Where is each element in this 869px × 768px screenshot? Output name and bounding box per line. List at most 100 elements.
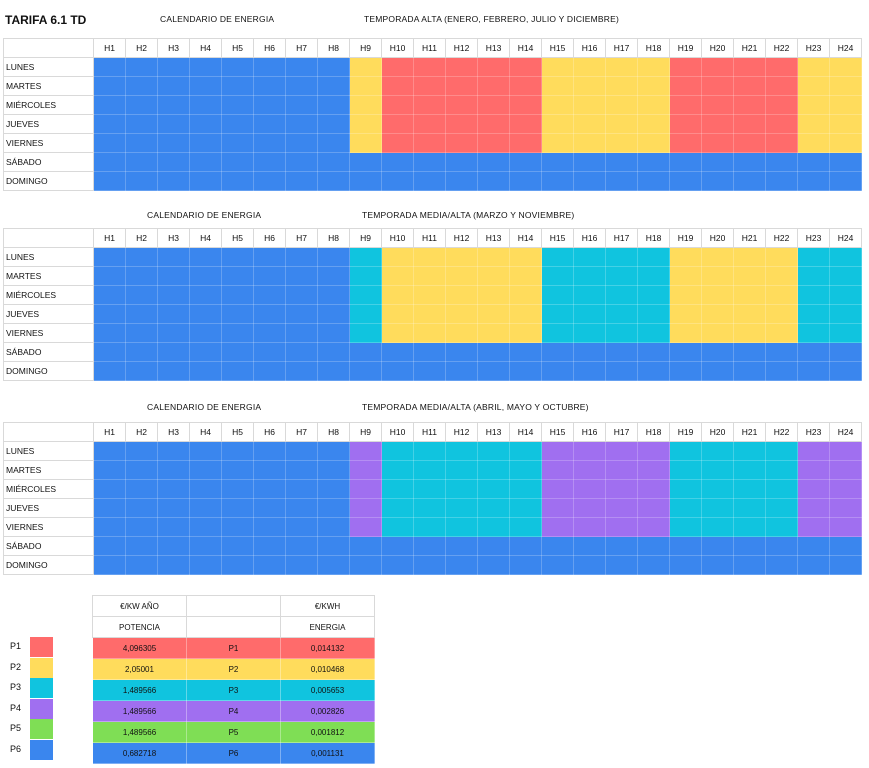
period-cell — [445, 342, 478, 362]
period-cell — [317, 95, 350, 115]
period-color-swatch — [30, 637, 53, 657]
period-cell — [605, 304, 638, 324]
period-cell — [701, 323, 734, 343]
hour-header: H18 — [637, 422, 670, 442]
period-cell — [573, 247, 606, 267]
day-label: MIÉRCOLES — [3, 285, 94, 305]
period-cell — [669, 479, 702, 499]
period-cell — [637, 304, 670, 324]
period-cell — [413, 152, 446, 172]
period-cell — [93, 57, 126, 77]
period-cell — [157, 247, 190, 267]
period-cell — [509, 517, 542, 537]
period-cell — [381, 76, 414, 96]
period-cell — [125, 266, 158, 286]
day-label: VIERNES — [3, 133, 94, 153]
period-cell — [189, 133, 222, 153]
period-color-swatch — [30, 678, 53, 698]
potencia-value: 1,489566 — [92, 721, 187, 743]
hour-header: H20 — [701, 228, 734, 248]
hour-header: H21 — [733, 228, 766, 248]
period-cell — [445, 323, 478, 343]
period-cell — [477, 479, 510, 499]
period-cell — [125, 76, 158, 96]
period-cell — [573, 479, 606, 499]
period-cell — [797, 152, 830, 172]
period-cell — [605, 361, 638, 381]
period-label: P1 — [10, 641, 22, 651]
period-cell — [221, 342, 254, 362]
period-cell — [221, 152, 254, 172]
period-cell — [573, 95, 606, 115]
period-swatch-row: P5 — [8, 719, 58, 739]
period-cell — [349, 247, 382, 267]
period-cell — [509, 95, 542, 115]
period-cell — [413, 57, 446, 77]
day-label: VIERNES — [3, 517, 94, 537]
period-cell — [477, 285, 510, 305]
period-cell — [541, 76, 574, 96]
hour-header: H20 — [701, 422, 734, 442]
period-cell — [413, 555, 446, 575]
period-cell — [381, 57, 414, 77]
period-cell — [797, 266, 830, 286]
period-cell — [221, 114, 254, 134]
period-cell — [253, 95, 286, 115]
period-cell — [221, 95, 254, 115]
period-cell — [221, 441, 254, 461]
hours-header-row: H1 H2 H3 H4 H5 H6 H7 H8 H9 H10 H11 H12 H13 H14 H15 H16 H… — [3, 422, 862, 442]
period-cell — [445, 57, 478, 77]
period-cell — [477, 441, 510, 461]
price-row: 1,489566 P4 0,002826 — [92, 700, 375, 722]
period-cell — [829, 304, 862, 324]
period-cell — [765, 133, 798, 153]
day-row: MIÉRCOLES — [3, 95, 862, 115]
period-cell — [669, 95, 702, 115]
period-cell — [509, 323, 542, 343]
period-cell — [381, 247, 414, 267]
period-cell — [189, 266, 222, 286]
period-cell — [381, 171, 414, 191]
period-cell — [125, 133, 158, 153]
period-cell — [221, 460, 254, 480]
period-cell — [765, 323, 798, 343]
period-cell — [157, 152, 190, 172]
period-cell — [349, 114, 382, 134]
period-cell — [701, 76, 734, 96]
period-cell — [605, 133, 638, 153]
period-cell — [797, 247, 830, 267]
period-cell — [605, 441, 638, 461]
hour-header: H13 — [477, 228, 510, 248]
period-cell — [733, 247, 766, 267]
period-cell — [253, 555, 286, 575]
calendar-season-caption: TEMPORADA MEDIA/ALTA (ABRIL, MAYO Y OCTU… — [362, 402, 589, 412]
period-cell — [573, 171, 606, 191]
period-cell — [637, 57, 670, 77]
period-cell — [93, 133, 126, 153]
period-cell — [445, 152, 478, 172]
hour-header: H14 — [509, 228, 542, 248]
period-cell — [733, 304, 766, 324]
hour-header: H2 — [125, 228, 158, 248]
period-cell — [317, 460, 350, 480]
period-cell — [349, 441, 382, 461]
period-cell — [541, 441, 574, 461]
period-cell — [189, 247, 222, 267]
period-cell — [317, 285, 350, 305]
day-row: MIÉRCOLES — [3, 479, 862, 499]
period-cell — [509, 114, 542, 134]
energia-value: 0,002826 — [280, 700, 375, 722]
period-cell — [605, 555, 638, 575]
hour-header: H2 — [125, 38, 158, 58]
period-cell — [509, 266, 542, 286]
period-cell — [509, 152, 542, 172]
period-cell — [477, 247, 510, 267]
period-cell — [381, 114, 414, 134]
period-cell — [189, 171, 222, 191]
period-cell — [445, 361, 478, 381]
period-cell — [221, 323, 254, 343]
period-cell — [541, 266, 574, 286]
day-row: LUNES — [3, 247, 862, 267]
period-cell — [765, 171, 798, 191]
period-cell — [765, 95, 798, 115]
